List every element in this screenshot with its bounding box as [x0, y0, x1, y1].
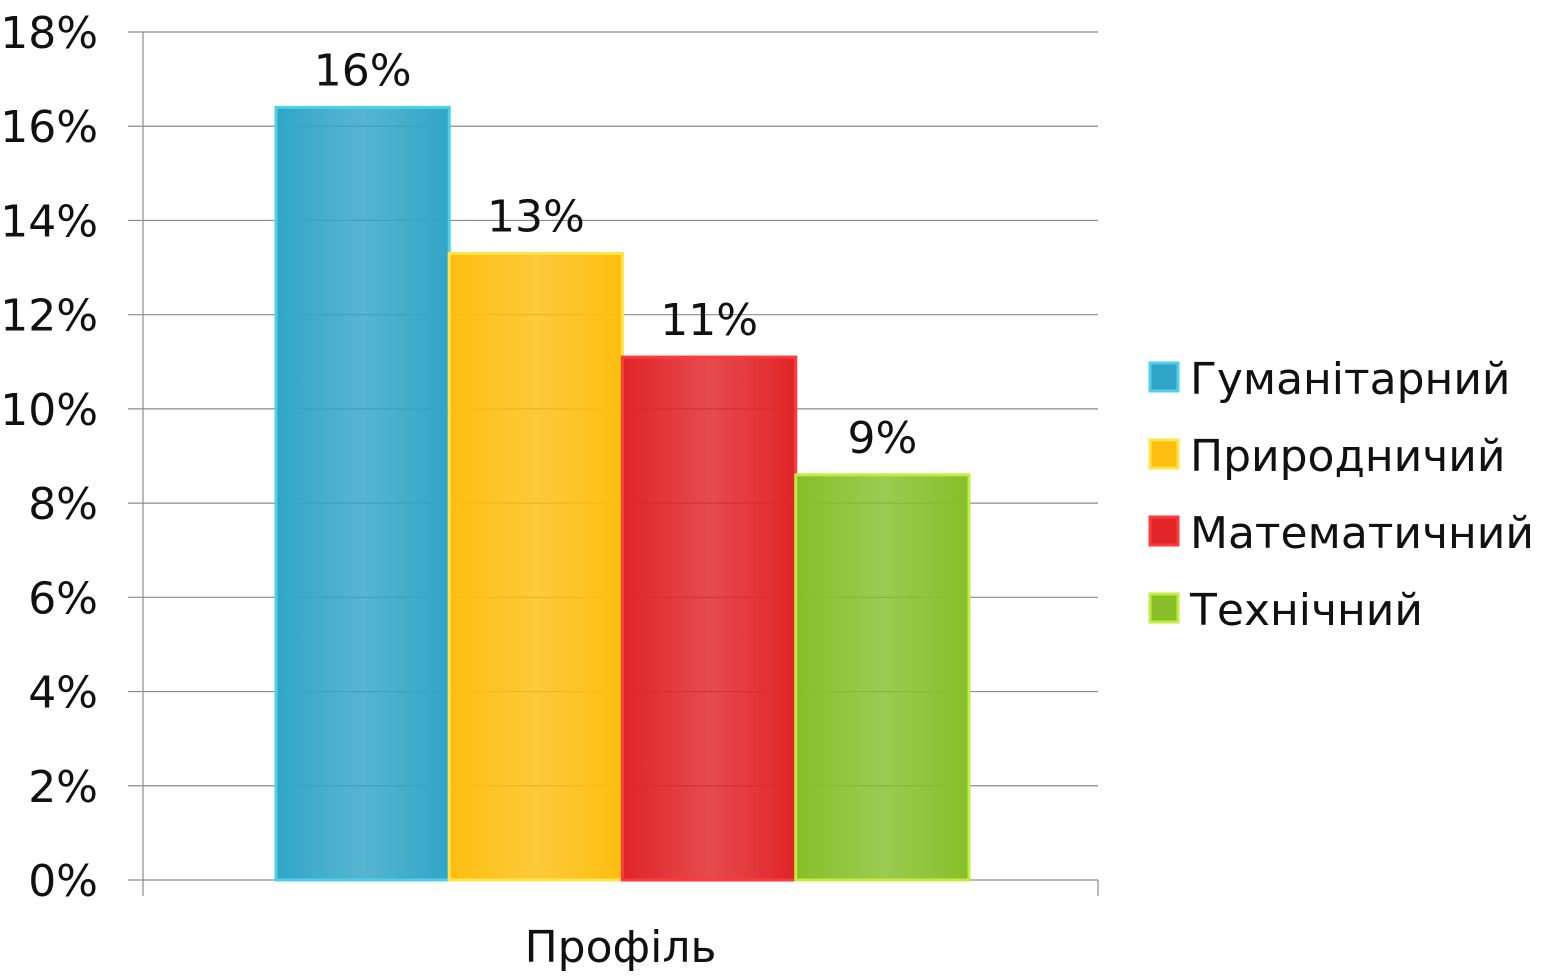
- x-category-label: Профіль: [525, 922, 717, 973]
- legend-swatch: [1148, 592, 1180, 624]
- data-labels: 16% 13% 11% 9%: [314, 45, 918, 463]
- y-tick-label: 0%: [28, 856, 98, 907]
- legend-swatch: [1148, 515, 1180, 547]
- y-tick-label: 6%: [28, 573, 98, 624]
- legend-label: Технічний: [1189, 585, 1423, 636]
- legend-label: Гуманітарний: [1190, 354, 1511, 405]
- legend-swatch: [1148, 438, 1180, 470]
- y-tick-label: 18%: [0, 8, 98, 59]
- legend-label: Природничий: [1190, 431, 1505, 482]
- bar-2: [447, 251, 624, 882]
- y-tick-label: 16%: [0, 102, 98, 153]
- y-tick-label: 12%: [0, 291, 98, 342]
- legend-label: Математичний: [1190, 508, 1534, 559]
- data-label: 16%: [314, 45, 412, 96]
- axes: 0% 2% 4% 6% 8% 10% 12% 14% 16% 18% Профіль: [0, 8, 1099, 973]
- y-tick-label: 14%: [0, 196, 98, 247]
- bar-3: [621, 355, 798, 882]
- data-label: 13%: [487, 191, 585, 242]
- y-tick-label: 4%: [28, 668, 98, 719]
- data-label: 9%: [847, 413, 917, 464]
- bar-4: [794, 473, 971, 882]
- y-tick-label: 10%: [0, 385, 98, 436]
- y-tick-label: 8%: [28, 479, 98, 530]
- y-tick-label: 2%: [28, 762, 98, 813]
- legend: Гуманітарний Природничий Математичний Техні…: [1148, 354, 1534, 636]
- legend-swatch: [1148, 361, 1180, 393]
- bars: [274, 105, 971, 882]
- data-label: 11%: [660, 295, 758, 346]
- bar-1: [274, 105, 451, 882]
